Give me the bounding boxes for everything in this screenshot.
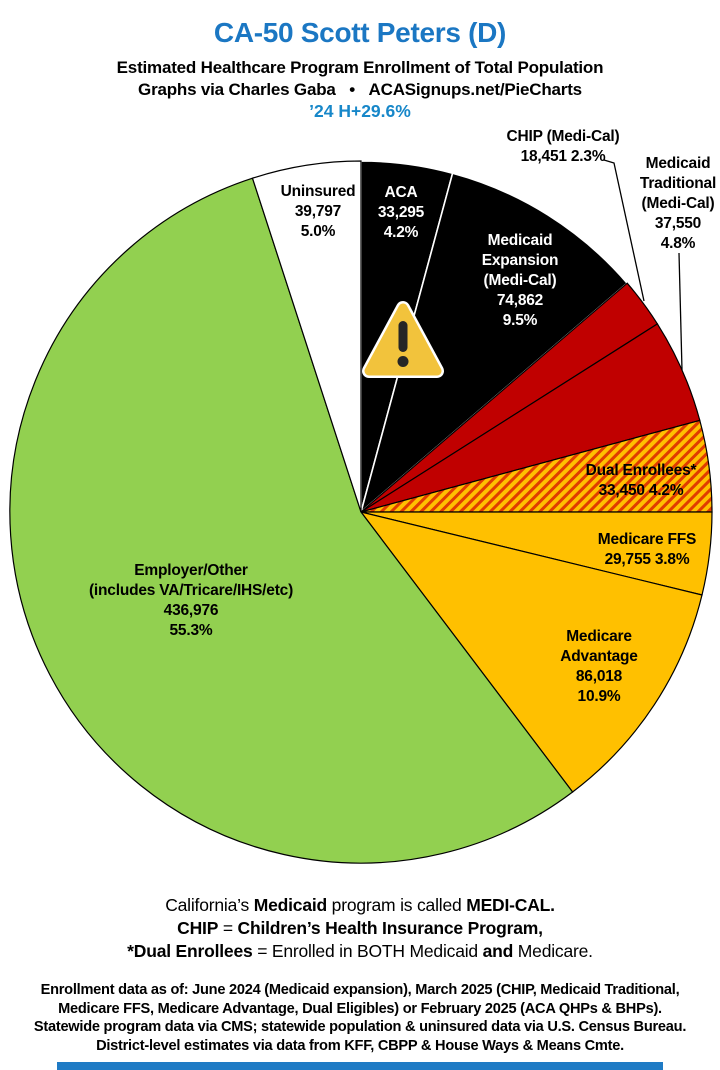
source-line-1: Enrollment data as of: June 2024 (Medica… bbox=[40, 982, 680, 998]
attribution-line: Graphs via Charles Gaba • ACASignups.net… bbox=[138, 80, 582, 99]
label-medicaid-expansion: Medicaid Expansion (Medi-Cal) 74,862 9.5… bbox=[481, 232, 559, 329]
pie-slices bbox=[9, 160, 713, 864]
source-line-2: Medicare FFS, Medicare Advantage, Dual E… bbox=[58, 1000, 662, 1017]
label-medicare-advantage: Medicare Advantage 86,018 10.9% bbox=[560, 628, 638, 705]
definitions-line-1: California’s Medicaid program is called … bbox=[165, 895, 555, 915]
label-aca: ACA 33,295 4.2% bbox=[377, 184, 425, 241]
label-chip: CHIP (Medi-Cal) 18,451 2.3% bbox=[506, 128, 620, 165]
label-uninsured: Uninsured 39,797 5.0% bbox=[280, 183, 356, 240]
page-title: CA-50 Scott Peters (D) bbox=[213, 17, 507, 48]
pie-slice-medicare-advantage bbox=[359, 511, 703, 793]
chart-subtitle: Estimated Healthcare Program Enrollment … bbox=[116, 58, 604, 77]
label-employer-other: Employer/Other (includes VA/Tricare/IHS/… bbox=[88, 562, 294, 639]
definitions-note: California’s Medicaid program is called … bbox=[0, 894, 720, 963]
medicaid-traditional-leader-line bbox=[678, 252, 683, 371]
definitions-line-2: CHIP = Children’s Health Insurance Progr… bbox=[177, 918, 543, 938]
source-line-4: District-level estimates via data from K… bbox=[96, 1037, 624, 1054]
pie-slice-medicaid-expansion bbox=[359, 172, 629, 515]
pie-slice-employer-other bbox=[9, 177, 574, 864]
bottom-accent-bar bbox=[57, 1062, 663, 1070]
source-note: Enrollment data as of: June 2024 (Medica… bbox=[0, 981, 720, 1055]
chip-leader-line bbox=[603, 159, 645, 302]
label-medicare-ffs: Medicare FFS 29,755 3.8% bbox=[597, 531, 697, 568]
pie-slice-uninsured bbox=[251, 160, 362, 513]
label-medicaid-traditional: Medicaid Traditional (Medi-Cal) 37,550 4… bbox=[639, 155, 717, 252]
source-line-3: Statewide program data via CMS; statewid… bbox=[33, 1019, 687, 1035]
year-change-badge: ’24 H+29.6% bbox=[309, 101, 411, 121]
definitions-line-3: *Dual Enrollees = Enrolled in BOTH Medic… bbox=[127, 941, 593, 961]
warning-icon bbox=[362, 301, 444, 378]
label-dual-enrollees: Dual Enrollees* 33,450 4.2% bbox=[585, 462, 697, 499]
